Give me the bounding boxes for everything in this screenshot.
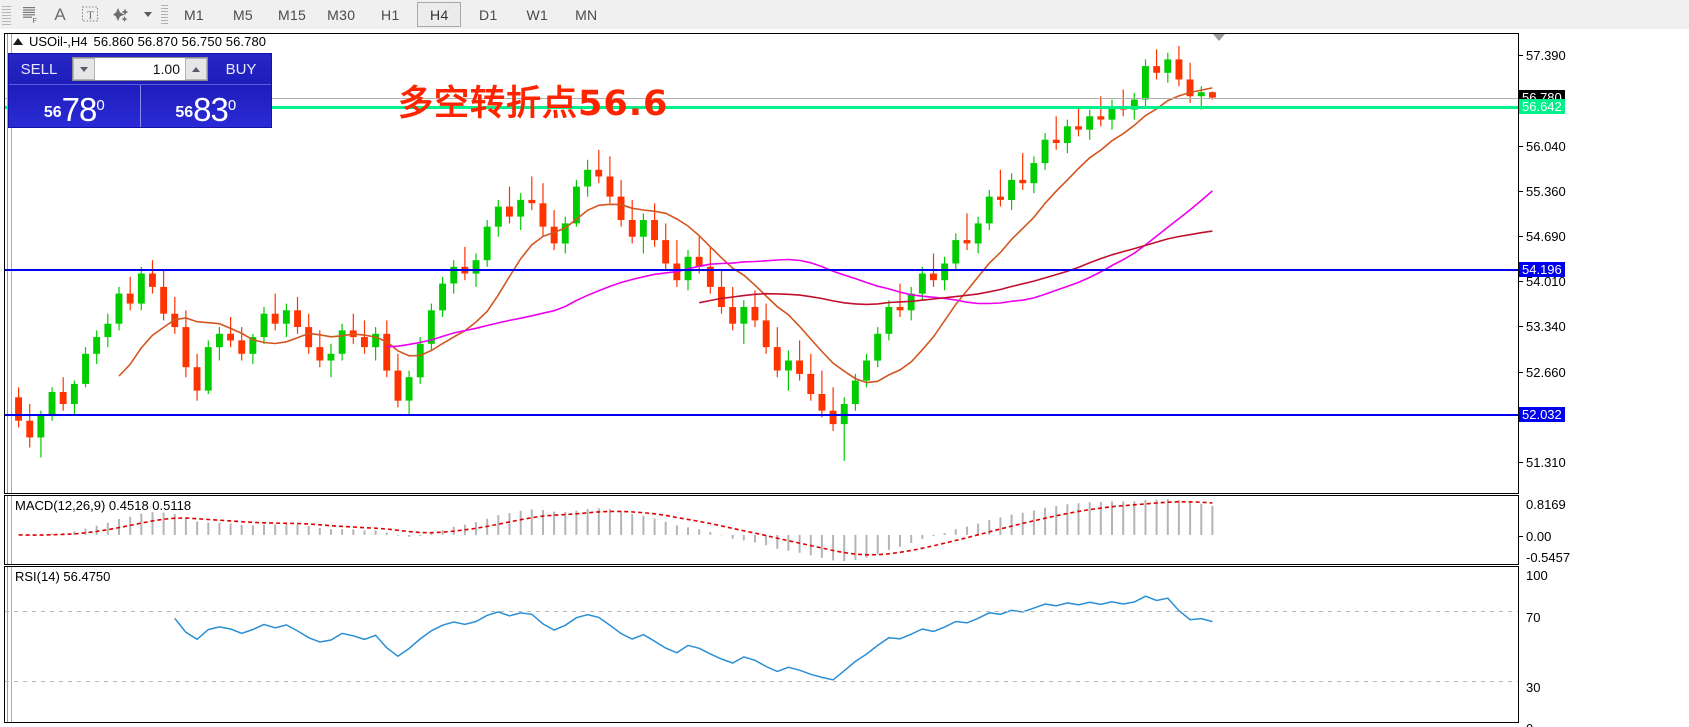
support-tag[interactable]: 52.032 [1519, 407, 1565, 423]
price-tick-56.040: 56.040 [1519, 139, 1566, 154]
macd-plot [18, 499, 1214, 561]
price-tick-54.010: 54.010 [1519, 274, 1566, 289]
buy-price[interactable]: 56 83 0 [139, 85, 272, 128]
timeframe-button-h4[interactable]: H4 [417, 2, 462, 27]
chevron-down-icon [80, 66, 88, 72]
timeframe-button-mn[interactable]: MN [575, 6, 598, 23]
price-tick-52.660: 52.660 [1519, 365, 1566, 380]
volume-input[interactable]: 1.00 [72, 57, 208, 81]
rsi-pane-left-rail [5, 567, 12, 722]
sell-price-point: 0 [96, 97, 105, 114]
level-line-54.196[interactable] [5, 269, 1518, 272]
chart-annotation-text: 多空转折点56.6 [398, 84, 669, 124]
objects-dropdown-icon[interactable] [139, 1, 155, 28]
rsi-scale-0: 0 [1519, 721, 1533, 727]
chart-symbol-header: USOil-,H4 56.860 56.870 56.750 56.780 [4, 33, 266, 50]
timeframe-button-group: M1 M5 M15 M30 H1 H4 D1 W1 MN [172, 2, 613, 27]
resistance-tag[interactable]: 54.196 [1519, 262, 1565, 278]
text-font-icon[interactable]: A [54, 4, 66, 24]
ohlc-values: 56.860 56.870 56.750 56.780 [93, 34, 267, 49]
rsi-indicator-pane[interactable]: RSI(14) 56.4750 [4, 566, 1519, 723]
macd-scale-zero: 0.00 [1519, 529, 1551, 544]
price-tick-53.340: 53.340 [1519, 319, 1566, 334]
text-label-icon[interactable]: T [75, 1, 105, 28]
svg-text:F: F [32, 18, 36, 24]
rsi-plot [174, 595, 1213, 681]
sell-price[interactable]: 56 78 0 [9, 85, 140, 127]
trade-panel-prices: 56 78 0 56 83 0 [9, 85, 271, 127]
macd-scale-max: 0.8169 [1526, 496, 1566, 512]
chart-menu-triangle-icon[interactable] [13, 38, 23, 45]
toolbar-drag-grip[interactable] [2, 3, 11, 26]
sell-price-fraction: 78 [61, 91, 98, 128]
macd-pane-left-rail [5, 496, 12, 564]
candlestick-plot [15, 46, 1216, 461]
buy-price-fraction: 83 [193, 91, 229, 128]
chevron-up-icon [192, 66, 200, 72]
volume-increment-button[interactable] [185, 58, 207, 80]
objects-icon[interactable] [105, 1, 139, 28]
rsi-oversold-line [5, 681, 1518, 682]
crosshair-marker-icon [1213, 34, 1225, 41]
rsi-scale-100: 100 [1526, 567, 1548, 583]
chart-workspace: USOil-,H4 56.860 56.870 56.750 56.780 SE… [0, 29, 1689, 727]
buy-button[interactable]: BUY [225, 60, 257, 78]
timeframe-button-m15[interactable]: M15 [278, 6, 307, 23]
bid-level-tag[interactable]: 56.642 [1519, 98, 1565, 114]
buy-price-integer: 56 [175, 104, 194, 121]
price-scale-axis[interactable]: 57.390 56.040 55.360 54.690 54.010 53.340 52.6… [1519, 33, 1689, 727]
timeframe-button-m5[interactable]: M5 [232, 6, 254, 23]
timeframe-button-h1[interactable]: H1 [381, 6, 400, 23]
macd-indicator-pane[interactable]: MACD(12,26,9) 0.4518 0.5118 [4, 495, 1519, 565]
main-toolbar: F A T M1 M5 M15 M30 H1 H4 D1 W1 MN [0, 0, 1689, 30]
level-line-52.032[interactable] [5, 414, 1518, 417]
svg-text:T: T [87, 10, 94, 22]
price-tick-51.310: 51.310 [1519, 455, 1566, 470]
buy-price-point: 0 [227, 97, 237, 114]
price-tick-54.690: 54.690 [1519, 229, 1566, 244]
volume-decrement-button[interactable] [73, 58, 95, 80]
timeframe-button-d1[interactable]: D1 [479, 6, 498, 23]
price-pane-left-rail [5, 34, 12, 493]
rsi-label: RSI(14) 56.4750 [15, 569, 111, 584]
rsi-scale-30: 30 [1526, 679, 1541, 695]
trade-panel-controls: SELL 1.00 BUY [9, 54, 271, 85]
timeframe-button-m30[interactable]: M30 [327, 6, 356, 23]
level-line-56.780[interactable] [5, 97, 1518, 99]
timeframe-toolbar-grip[interactable] [161, 3, 168, 26]
sell-button[interactable]: SELL [20, 60, 58, 78]
price-tick-57.390: 57.390 [1519, 48, 1566, 63]
one-click-trading-panel[interactable]: SELL 1.00 BUY 56 78 0 [8, 53, 272, 128]
price-tick-55.360: 55.360 [1519, 184, 1566, 199]
volume-value[interactable]: 1.00 [152, 61, 180, 77]
level-line-56.642[interactable] [5, 105, 1518, 109]
macd-scale-min: -0.5457 [1526, 549, 1571, 565]
rsi-overbought-line [5, 611, 1518, 612]
macd-label: MACD(12,26,9) 0.4518 0.5118 [15, 498, 192, 513]
timeframe-button-m1[interactable]: M1 [183, 6, 205, 23]
sell-price-integer: 56 [43, 104, 62, 121]
indicator-list-icon[interactable]: F [15, 1, 45, 28]
symbol-label: USOil-,H4 [29, 34, 88, 49]
timeframe-button-w1[interactable]: W1 [526, 6, 549, 23]
rsi-scale-70: 70 [1526, 609, 1541, 625]
